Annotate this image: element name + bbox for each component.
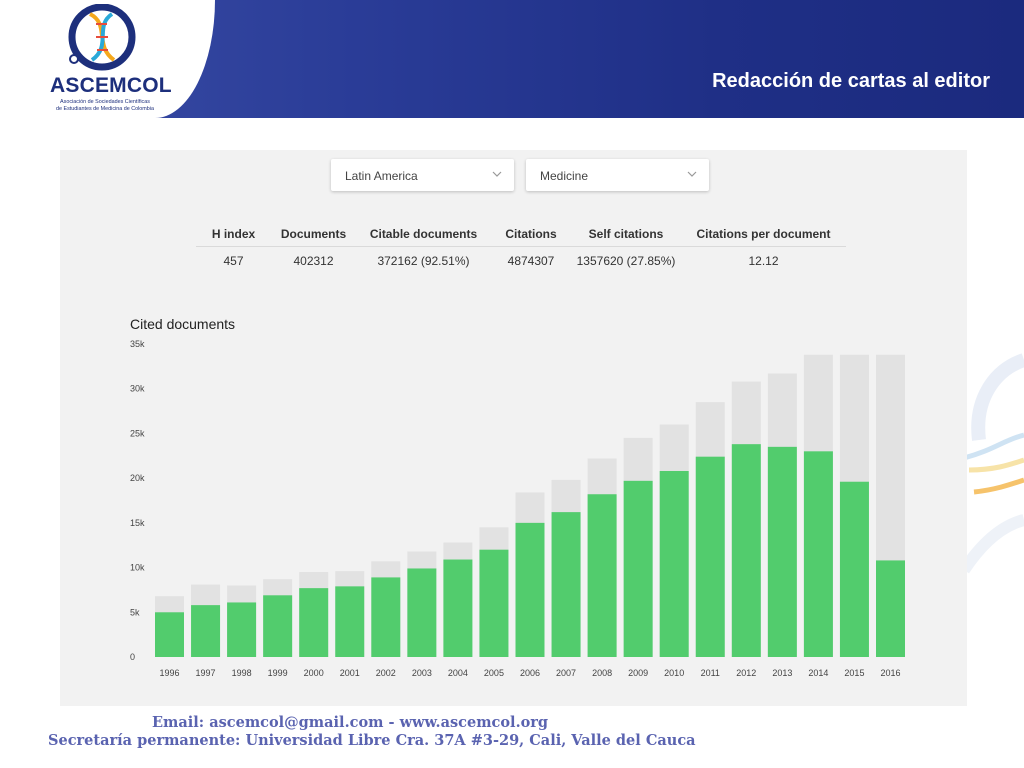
x-tick-label: 2006 [520,668,540,678]
x-tick-label: 2016 [880,668,900,678]
x-tick-label: 2014 [808,668,828,678]
logo-area: ASCEMCOL Asociación de Sociedades Cientí… [0,0,215,118]
header-citations: Citations [505,227,557,241]
footer-address: Secretaría permanente: Universidad Libre… [48,732,696,749]
y-tick-label: 30k [130,384,145,394]
x-tick-label: 1997 [196,668,216,678]
x-tick-label: 2001 [340,668,360,678]
bar-cited [803,451,833,657]
y-tick-label: 15k [130,518,145,528]
bar-cited [371,577,401,657]
x-tick-label: 2005 [484,668,504,678]
logo-tagline: Asociación de Sociedades Científicas de … [56,99,154,112]
x-tick-label: 2008 [592,668,612,678]
bar-cited [659,470,689,657]
x-tick-label: 1996 [159,668,179,678]
value-documents: 402312 [293,254,334,268]
bar-cited [587,494,617,657]
value-h-index: 457 [223,254,244,268]
header-self-citations: Self citations [588,227,664,241]
logo-name: ASCEMCOL [50,74,172,97]
bar-cited [551,512,581,657]
bar-cited [876,560,905,657]
subject-area-dropdown-value: Medicine [540,169,589,183]
region-dropdown-value: Latin America [345,169,418,183]
bar-cited [623,480,653,657]
footer-contact: Email: ascemcol@gmail.com - www.ascemcol… [152,714,549,731]
decorative-swoosh [959,353,1024,574]
bar-cited [263,595,293,657]
bars [155,354,905,657]
x-tick-label: 2013 [772,668,792,678]
y-tick-label: 0 [130,652,135,662]
region-dropdown[interactable]: Latin America [331,159,514,191]
y-tick-label: 25k [130,428,145,438]
y-tick-label: 5k [130,607,140,617]
indicators-header-row: H index Documents Citable documents Cita… [196,222,846,247]
x-tick-label: 2003 [412,668,432,678]
bar-cited [191,605,221,657]
chart-title: Cited documents [130,316,235,332]
x-tick-label: 1998 [232,668,252,678]
value-self-citations: 1357620 (27.85%) [576,254,676,268]
bar-cited [443,559,473,657]
bar-cited [299,588,329,657]
bar-cited [839,481,869,657]
y-tick-label: 10k [130,563,145,573]
bar-cited [515,522,545,657]
x-tick-label: 2012 [736,668,756,678]
bar-cited [731,444,761,657]
value-citations-per-document: 12.12 [748,254,779,268]
bar-cited [767,446,797,657]
chevron-down-icon [492,171,502,177]
x-tick-label: 2009 [628,668,648,678]
bar-cited [695,456,725,657]
x-tick-label: 2002 [376,668,396,678]
subject-area-dropdown[interactable]: Medicine [526,159,709,191]
x-tick-label: 2015 [844,668,864,678]
x-axis: 1996 1997 1998 1999 2000 2001 2002 2003 2004 2005… [159,668,900,678]
x-tick-label: 1999 [268,668,288,678]
bar-cited [155,612,184,657]
indicators-value-row: 457 402312 372162 (92.51%) 4874307 13576… [196,247,846,275]
x-tick-label: 2004 [448,668,468,678]
x-tick-label: 2000 [304,668,324,678]
indicators-table: H index Documents Citable documents Cita… [196,222,846,275]
x-tick-label: 2011 [701,668,720,678]
slide-title: Redacción de cartas al editor [712,70,990,92]
y-tick-label: 20k [130,473,145,483]
value-citations: 4874307 [507,254,555,268]
y-axis: 0 5k 10k 15k 20k 25k 30k 35k [130,339,145,662]
y-tick-label: 35k [130,339,145,349]
bar-cited [335,586,365,657]
x-tick-label: 2007 [556,668,576,678]
chevron-down-icon [687,171,697,177]
logo-icon [68,4,136,71]
header-citable-documents: Citable documents [369,227,478,241]
header-h-index: H index [211,227,256,241]
bar-cited [227,602,257,657]
bar-cited [479,549,509,657]
cited-documents-chart: Cited documents 0 5k 10k 15k 20k 25k 30k 35k 19… [130,316,905,678]
header-citations-per-document: Citations per document [696,227,831,241]
x-tick-label: 2010 [664,668,684,678]
bar-cited [407,568,437,657]
slide-header: ASCEMCOL Asociación de Sociedades Cientí… [0,0,1024,118]
value-citable-documents: 372162 (92.51%) [377,254,470,268]
header-documents: Documents [280,227,347,241]
scimago-panel: Latin America Medicine H index Documents… [60,150,967,706]
